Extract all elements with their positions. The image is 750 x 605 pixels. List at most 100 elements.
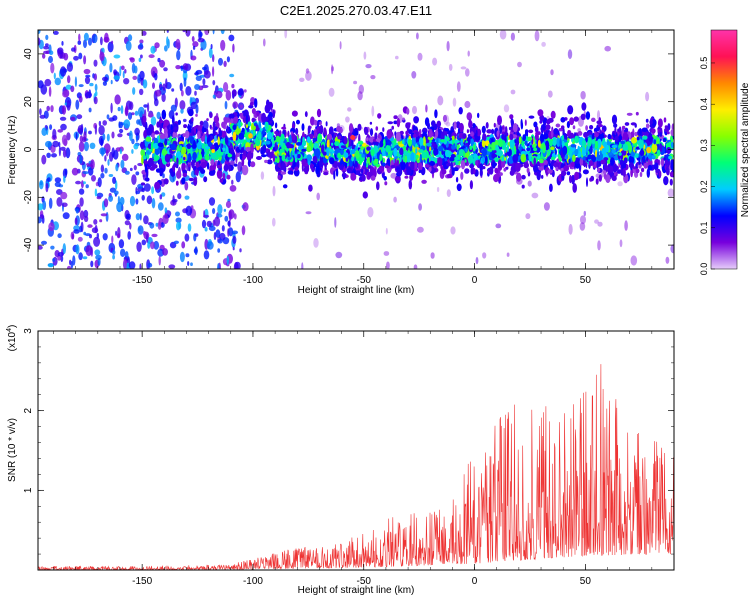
heatmap-cell	[463, 150, 466, 159]
heatmap-cell	[176, 157, 179, 165]
heatmap-cell	[113, 190, 119, 196]
heatmap-cell	[493, 122, 496, 128]
heatmap-cell	[417, 141, 420, 146]
heatmap-cell	[282, 184, 288, 189]
heatmap-cell	[630, 168, 633, 178]
heatmap-cell	[336, 125, 342, 132]
heatmap-cell	[423, 159, 426, 163]
heatmap-cell	[536, 170, 541, 181]
heatmap-cell	[225, 90, 232, 101]
heatmap-cell	[370, 75, 376, 80]
snr-y-multiplier-base: (x10	[7, 331, 18, 351]
heatmap-cell	[157, 142, 164, 148]
heatmap-cell	[190, 101, 197, 110]
heatmap-cell	[624, 220, 628, 231]
heatmap-cell	[161, 192, 166, 197]
heatmap-cell	[182, 63, 189, 71]
heatmap-cell	[181, 241, 186, 249]
heatmap-cell	[80, 180, 84, 189]
heatmap-cell	[78, 188, 85, 195]
heatmap-cell	[53, 72, 56, 80]
heatmap-cell	[223, 82, 229, 93]
heatmap-cell	[183, 118, 187, 123]
heatmap-cell	[563, 165, 570, 172]
heatmap-cell	[41, 154, 47, 165]
x-tick-label: 50	[580, 275, 592, 286]
heatmap-cell	[342, 174, 346, 180]
heatmap-cell	[140, 182, 146, 186]
heatmap-cell	[342, 170, 345, 175]
heatmap-cell	[470, 154, 473, 163]
heatmap-cell	[107, 159, 110, 166]
heatmap-cell	[430, 252, 435, 259]
heatmap-cell	[77, 236, 83, 242]
heatmap-cell	[62, 168, 68, 179]
heatmap-cell	[572, 125, 576, 130]
heatmap-cell	[177, 119, 181, 125]
heatmap-cell	[436, 120, 442, 128]
heatmap-cell	[301, 148, 307, 152]
heatmap-cell	[610, 157, 615, 166]
heatmap-cell	[587, 154, 592, 160]
heatmap-cell	[319, 124, 324, 135]
heatmap-cell	[451, 135, 455, 140]
heatmap-cell	[242, 202, 249, 212]
heatmap-cell	[116, 233, 121, 239]
heatmap-cell	[391, 145, 394, 149]
heatmap-cell	[187, 164, 191, 168]
heatmap-cell	[618, 152, 622, 156]
heatmap-cell	[402, 139, 405, 145]
heatmap-cell	[550, 69, 554, 76]
heatmap-cell	[301, 140, 307, 147]
heatmap-cell	[145, 136, 152, 142]
heatmap-cell	[560, 117, 566, 123]
heatmap-cell	[155, 89, 162, 97]
heatmap-cell	[132, 87, 136, 95]
heatmap-cell	[135, 190, 141, 195]
heatmap-cell	[308, 184, 313, 192]
heatmap-cell	[434, 109, 438, 119]
heatmap-cell	[449, 156, 455, 162]
heatmap-cell	[125, 40, 132, 51]
heatmap-cell	[102, 133, 106, 141]
heatmap-cell	[405, 130, 409, 136]
heatmap-cell	[412, 105, 417, 115]
heatmap-cell	[195, 104, 199, 114]
heatmap-cell	[482, 166, 486, 170]
heatmap-cell	[175, 180, 179, 186]
heatmap-cell	[281, 162, 286, 171]
heatmap-cell	[520, 153, 527, 163]
heatmap-cell	[38, 203, 44, 211]
heatmap-cell	[618, 126, 622, 133]
heatmap-cell	[48, 222, 55, 232]
heatmap-cell	[61, 134, 68, 146]
heatmap-cell	[312, 137, 316, 143]
x-tick-label: -100	[243, 275, 263, 286]
heatmap-cell	[534, 125, 539, 133]
heatmap-cell	[151, 132, 155, 139]
heatmap-cell	[219, 178, 224, 183]
heatmap-cell	[287, 156, 292, 161]
heatmap-cell	[295, 127, 299, 135]
heatmap-cell	[116, 201, 123, 213]
heatmap-cell	[464, 100, 471, 109]
heatmap-cell	[453, 121, 457, 130]
heatmap-cell	[170, 171, 176, 177]
heatmap-cell	[201, 219, 207, 229]
heatmap-cell	[591, 117, 596, 123]
heatmap-cell	[102, 120, 107, 126]
colorbar-tick-label: 0.2	[699, 180, 709, 193]
heatmap-cell	[307, 125, 311, 134]
heatmap-cell	[95, 254, 102, 260]
heatmap-cell	[433, 147, 439, 156]
heatmap-cell	[112, 249, 116, 255]
heatmap-cell	[417, 226, 424, 233]
heatmap-cell	[197, 130, 201, 140]
heatmap-cell	[131, 149, 134, 154]
heatmap-cell	[533, 157, 536, 166]
heatmap-cell	[427, 136, 434, 141]
heatmap-cell	[214, 143, 219, 151]
heatmap-cell	[651, 119, 657, 127]
heatmap-cell	[74, 217, 78, 226]
heatmap-cell	[460, 66, 467, 70]
